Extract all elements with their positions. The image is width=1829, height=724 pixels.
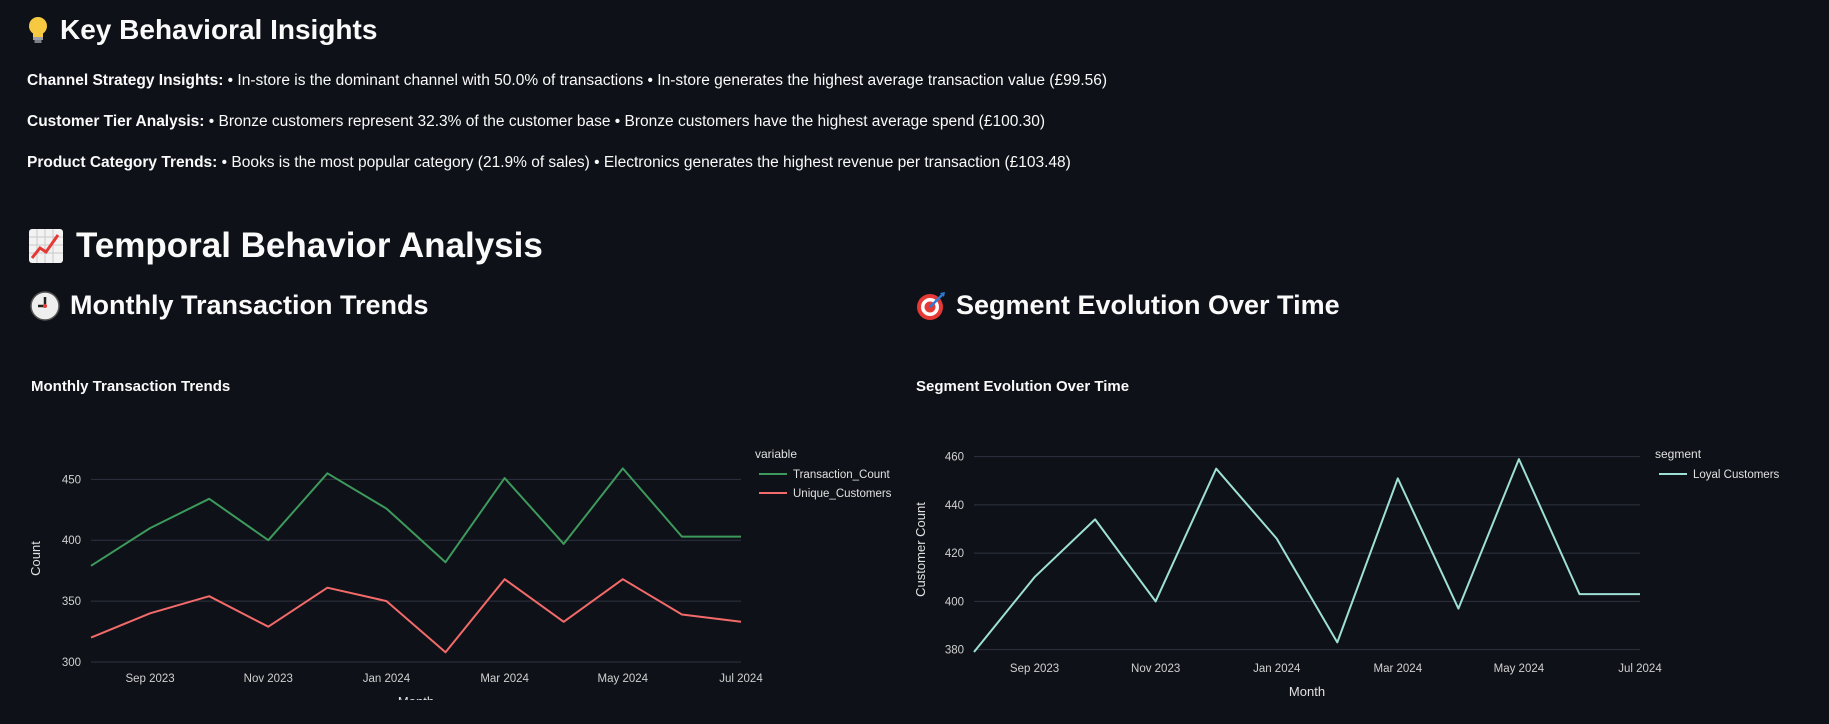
y-tick-label: 300 — [62, 657, 81, 669]
insight-text: • Bronze customers represent 32.3% of th… — [204, 113, 1046, 130]
x-axis-label: Month — [398, 694, 434, 700]
series-line — [973, 458, 1640, 653]
y-tick-label: 420 — [945, 548, 964, 560]
x-axis-label: Month — [1289, 684, 1325, 699]
legend-item[interactable]: Unique_Customers — [793, 488, 892, 500]
chart-title: Segment Evolution Over Time — [916, 378, 1129, 395]
left-panel-title: Monthly Transaction Trends — [70, 290, 429, 320]
y-tick-label: 380 — [945, 645, 964, 657]
y-tick-label: 460 — [945, 452, 964, 464]
legend-item[interactable]: Loyal Customers — [1693, 469, 1780, 481]
insights-title: Key Behavioral Insights — [60, 14, 378, 45]
y-tick-label: 400 — [62, 535, 81, 547]
clock-icon — [30, 290, 60, 321]
y-axis-label: Count — [28, 541, 43, 576]
y-tick-label: 400 — [945, 596, 964, 608]
x-tick-label: Jul 2024 — [719, 673, 763, 685]
insight-category: Product Category Trends: • Books is the … — [27, 154, 1071, 172]
x-tick-label: Jul 2024 — [1618, 663, 1662, 675]
legend-title: variable — [755, 447, 797, 461]
right-panel-title: Segment Evolution Over Time — [956, 290, 1340, 320]
x-tick-label: Mar 2024 — [480, 673, 529, 685]
left-panel-heading: Monthly Transaction Trends — [30, 290, 429, 321]
insight-text: • In-store is the dominant channel with … — [223, 72, 1108, 89]
segment-evolution-chart: Segment Evolution Over Time 380 400 420 440 4… — [913, 378, 1780, 699]
y-tick-label: 440 — [945, 500, 964, 512]
temporal-title: Temporal Behavior Analysis — [76, 226, 543, 265]
chart-increasing-icon — [29, 229, 63, 263]
x-tick-label: Nov 2023 — [1131, 663, 1180, 675]
right-panel-heading: Segment Evolution Over Time — [916, 290, 1340, 321]
x-tick-label: Nov 2023 — [244, 673, 293, 685]
insights-heading: Key Behavioral Insights — [26, 14, 377, 46]
legend-title: segment — [1655, 447, 1702, 461]
insight-label: Channel Strategy Insights: — [27, 72, 224, 89]
x-tick-label: Sep 2023 — [1010, 663, 1059, 675]
x-tick-label: May 2024 — [598, 673, 649, 685]
insight-text: • Books is the most popular category (21… — [217, 154, 1071, 171]
x-tick-label: May 2024 — [1494, 663, 1545, 675]
y-tick-label: 450 — [62, 474, 81, 486]
insight-label: Customer Tier Analysis: — [27, 113, 205, 130]
chart-title: Monthly Transaction Trends — [31, 378, 230, 395]
series-line — [90, 578, 742, 654]
x-tick-label: Jan 2024 — [363, 673, 411, 685]
insight-channel: Channel Strategy Insights: • In-store is… — [27, 72, 1107, 90]
temporal-heading: Temporal Behavior Analysis — [28, 226, 543, 266]
series-line — [90, 467, 741, 567]
x-tick-label: Mar 2024 — [1374, 663, 1423, 675]
insight-label: Product Category Trends: — [27, 154, 218, 171]
lightbulb-icon — [29, 17, 47, 43]
x-tick-label: Sep 2023 — [125, 673, 174, 685]
x-tick-label: Jan 2024 — [1253, 663, 1301, 675]
insight-tier: Customer Tier Analysis: • Bronze custome… — [27, 113, 1045, 131]
legend-item[interactable]: Transaction_Count — [793, 469, 891, 481]
monthly-transactions-chart: Monthly Transaction Trends 300 350 400 450 Se… — [28, 378, 892, 700]
y-axis-label: Customer Count — [913, 502, 928, 597]
y-tick-label: 350 — [62, 596, 81, 608]
target-icon — [917, 291, 945, 320]
